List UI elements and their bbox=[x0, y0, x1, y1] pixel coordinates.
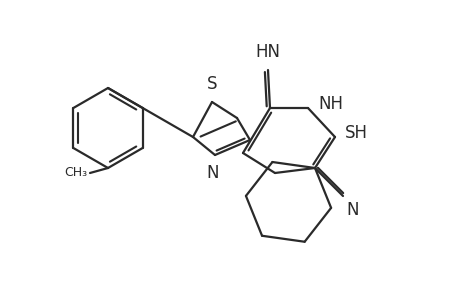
Text: HN: HN bbox=[255, 43, 280, 61]
Text: SH: SH bbox=[344, 124, 367, 142]
Text: N: N bbox=[345, 201, 358, 219]
Text: NH: NH bbox=[317, 95, 342, 113]
Text: N: N bbox=[206, 164, 219, 182]
Text: S: S bbox=[206, 75, 217, 93]
Text: CH₃: CH₃ bbox=[64, 167, 87, 179]
